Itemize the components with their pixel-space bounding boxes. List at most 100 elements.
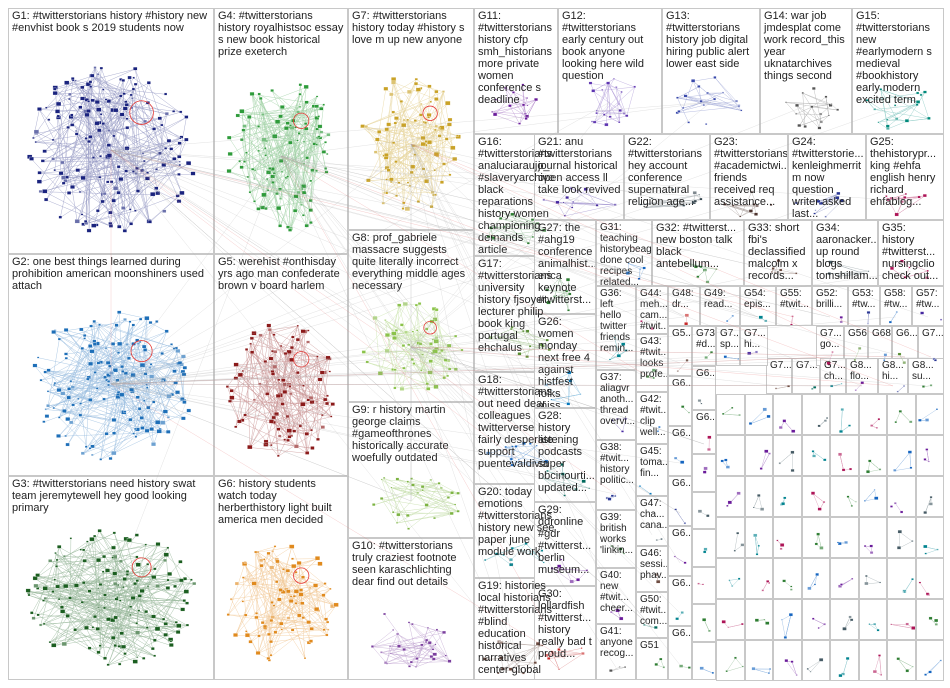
group-g24[interactable]: G24: #twitterstorie... kenleighmerrit m … xyxy=(788,134,866,220)
group-cell[interactable] xyxy=(716,476,745,517)
group-g70[interactable]: G7... xyxy=(918,326,944,366)
group-g34[interactable]: G34: aaronacker... up round blogs tomshi… xyxy=(812,220,878,286)
group-cell[interactable] xyxy=(744,476,773,517)
group-g47[interactable]: G47: cha... cana... xyxy=(636,496,668,546)
group-g22[interactable]: G22: #twitterstorians hey account confer… xyxy=(624,134,710,220)
group-g5[interactable]: G5: werehist #onthisday yrs ago man conf… xyxy=(214,254,348,476)
group-cell[interactable] xyxy=(744,640,773,681)
group-g66[interactable]: G6... xyxy=(692,366,716,410)
group-cell[interactable] xyxy=(915,599,944,640)
group-g38[interactable]: G38: #twit... history politic... xyxy=(596,440,636,510)
group-g58[interactable]: G58: #tw... xyxy=(880,286,912,326)
group-g75[interactable]: G7... hi... xyxy=(740,326,768,366)
group-cell[interactable] xyxy=(830,394,859,435)
group-g74[interactable]: G7... sp... xyxy=(716,326,740,366)
group-cell[interactable] xyxy=(887,558,916,599)
group-cell[interactable] xyxy=(716,517,745,558)
group-g9[interactable]: G9: r history martin george claims #game… xyxy=(348,402,474,538)
group-g43[interactable]: G43: #twit... looks profe... xyxy=(636,334,668,392)
group-g25[interactable]: G25: thehistorypr... king #ehfa english … xyxy=(866,134,944,220)
group-cell[interactable] xyxy=(887,599,916,640)
group-g23[interactable]: G23: #twitterstorians #academictwi... fr… xyxy=(710,134,788,220)
group-cell[interactable] xyxy=(801,394,830,435)
group-g60[interactable]: G6... xyxy=(668,376,692,426)
group-g71[interactable]: G7... xyxy=(766,358,792,394)
group-cell[interactable] xyxy=(858,558,887,599)
group-cell[interactable] xyxy=(692,454,716,492)
group-g4[interactable]: G4: #twitterstorians history royalhistso… xyxy=(214,8,348,254)
group-g54[interactable]: G54: epis... xyxy=(740,286,776,326)
group-cell[interactable] xyxy=(830,517,859,558)
group-cell[interactable] xyxy=(716,640,745,681)
group-cell[interactable] xyxy=(716,558,745,599)
group-cell[interactable] xyxy=(915,558,944,599)
group-g44[interactable]: G44: meh... cam... #twit... xyxy=(636,286,668,334)
group-g33[interactable]: G33: short fbi's declassified malcolm x … xyxy=(744,220,812,286)
group-cell[interactable] xyxy=(773,640,802,681)
group-g8[interactable]: G8: prof_gabriele massacre suggests quit… xyxy=(348,230,474,402)
group-g10[interactable]: G10: #twitterstorians truly craziest foo… xyxy=(348,538,474,680)
group-cell[interactable] xyxy=(858,435,887,476)
group-g20[interactable]: G20: today emotions #twitterstorians his… xyxy=(474,484,558,578)
group-cell[interactable] xyxy=(887,640,916,681)
group-g73[interactable]: G73: #d... xyxy=(692,326,716,366)
group-cell[interactable] xyxy=(887,476,916,517)
group-g52[interactable]: G52: brilli... xyxy=(812,286,848,326)
group-cell[interactable] xyxy=(915,476,944,517)
group-g57[interactable]: G57: #tw... xyxy=(912,286,944,326)
group-g42[interactable]: G42: #twit... clip well... xyxy=(636,392,668,444)
group-cell[interactable] xyxy=(858,476,887,517)
group-cell[interactable] xyxy=(858,517,887,558)
group-g11[interactable]: G11: #twitterstorians history cfp smh_hi… xyxy=(474,8,558,134)
group-cell[interactable] xyxy=(801,435,830,476)
group-cell[interactable] xyxy=(773,435,802,476)
group-g28[interactable]: G28: history listening podcasts super bb… xyxy=(534,408,596,502)
group-cell[interactable] xyxy=(801,599,830,640)
group-cell[interactable] xyxy=(692,566,716,605)
group-g17[interactable]: G17: #twitterstorians university history… xyxy=(474,256,558,372)
group-cell[interactable] xyxy=(915,517,944,558)
group-cell[interactable] xyxy=(773,476,802,517)
group-g6[interactable]: G6: history students watch today herbert… xyxy=(214,476,348,680)
group-cell[interactable] xyxy=(830,558,859,599)
group-g14[interactable]: G14: war job jmdesplat come work record_… xyxy=(760,8,852,134)
group-cell[interactable] xyxy=(744,435,773,476)
group-g35[interactable]: G35: history #twitterst... nursingclio c… xyxy=(878,220,944,286)
group-cell[interactable] xyxy=(692,529,716,567)
group-cell[interactable] xyxy=(716,394,745,435)
group-g19[interactable]: G19: histories local historians #twitter… xyxy=(474,578,558,680)
group-g61[interactable]: G6... xyxy=(668,426,692,476)
group-cell[interactable] xyxy=(830,599,859,640)
group-g32[interactable]: G32: #twitterst... new boston talk black… xyxy=(652,220,744,286)
group-g13[interactable]: G13: #twitterstorians history job digita… xyxy=(662,8,760,134)
group-cell[interactable] xyxy=(744,558,773,599)
group-g15[interactable]: G15: #twitterstorians new #earlymodern s… xyxy=(852,8,944,134)
group-g31[interactable]: G31: teaching historybeagle done cool re… xyxy=(596,220,652,286)
group-g80[interactable]: G8... su... xyxy=(908,358,944,394)
group-cell[interactable] xyxy=(801,640,830,681)
group-g26[interactable]: G26: women monday next free 4 against hi… xyxy=(534,314,596,408)
group-cell[interactable] xyxy=(858,394,887,435)
group-g27[interactable]: G27: the #ahg19 conference animalhist...… xyxy=(534,220,596,314)
group-g64[interactable]: G6... xyxy=(668,576,692,626)
group-g77[interactable]: G7... ch... xyxy=(820,358,846,394)
group-g21[interactable]: G21: anu #twitterstorians journal histor… xyxy=(534,134,624,220)
group-g65[interactable]: G6... xyxy=(668,626,692,680)
group-cell[interactable] xyxy=(692,491,716,530)
group-cell[interactable] xyxy=(773,517,802,558)
group-cell[interactable] xyxy=(744,517,773,558)
group-g46[interactable]: G46: sessi... phav... xyxy=(636,546,668,592)
group-g41[interactable]: G41: anyone recog... xyxy=(596,624,636,680)
group-g1[interactable]: G1: #twitterstorians history #history ne… xyxy=(8,8,214,254)
group-cell[interactable] xyxy=(716,599,745,640)
group-g40[interactable]: G40: new #twit... cheer... xyxy=(596,568,636,624)
group-g63[interactable]: G6... xyxy=(668,526,692,576)
group-cell[interactable] xyxy=(887,394,916,435)
group-g18[interactable]: G18: #twitterstorians out need dear coll… xyxy=(474,372,558,484)
group-g2[interactable]: G2: one best things learned during prohi… xyxy=(8,254,214,476)
group-g12[interactable]: G12: #twitterstorians early century out … xyxy=(558,8,662,134)
group-g29[interactable]: G29: ddronline #gdr #twitterst... berlin… xyxy=(534,502,596,586)
group-cell[interactable] xyxy=(773,599,802,640)
group-cell[interactable] xyxy=(801,517,830,558)
group-g51[interactable]: G51 xyxy=(636,638,668,680)
